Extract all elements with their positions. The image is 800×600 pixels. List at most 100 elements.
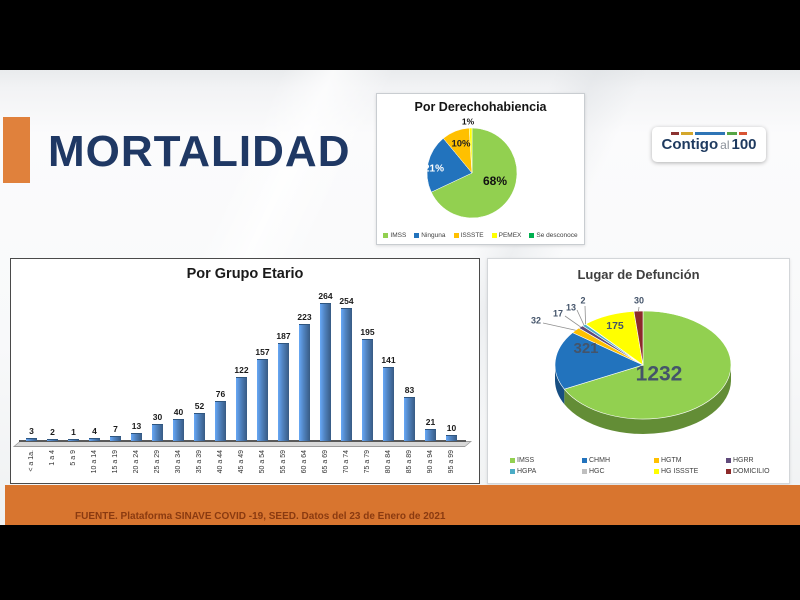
bar-cell: 13 (126, 303, 147, 441)
x-axis-label-text: 1 a 4 (49, 450, 56, 466)
chart-title-grupo-etario: Por Grupo Etario (186, 266, 304, 282)
bar-value-label: 21 (425, 417, 436, 427)
legend-item-pemex: PEMEX (491, 232, 521, 239)
x-axis-label-text: 50 a 54 (259, 450, 266, 474)
bar-value-label: 52 (194, 401, 205, 411)
bar-value-label: 7 (113, 424, 118, 434)
panel-derechohabiencia: Por Derechohabiencia 68% 21% 10% 1% IMSS Nin… (376, 93, 585, 245)
legend-label: HGC (589, 468, 605, 475)
pie-3d-side (564, 365, 731, 435)
bar-value-label: 264 (318, 291, 333, 301)
x-axis-label: 70 a 74 (336, 450, 357, 484)
bar (215, 401, 226, 441)
bar-value-label: 40 (173, 407, 184, 417)
x-axis-label: 60 a 64 (294, 450, 315, 484)
logo-dash (695, 132, 725, 135)
bar-cell: 195 (357, 303, 378, 441)
pie-data-label: 321 (573, 340, 598, 357)
pie-slice-PEMEX (468, 127, 473, 174)
slide: MORTALIDAD Contigo al 100 Por Derechohabie… (0, 70, 800, 525)
bar (257, 359, 268, 441)
x-axis-label: 25 a 29 (147, 450, 168, 484)
x-axis-label-text: 30 a 34 (175, 450, 182, 474)
pie-label-leader-line (542, 322, 576, 331)
pie-data-label: 1232 (636, 363, 683, 386)
bar-value-label: 141 (381, 355, 396, 365)
legend-swatch-icon (654, 458, 659, 463)
logo-dashes-decoration (652, 132, 766, 135)
x-axis-label-text: 80 a 84 (385, 450, 392, 474)
bar-cell: 157 (252, 303, 273, 441)
bar (26, 438, 37, 441)
x-axis-label-text: < a 1a. (28, 450, 35, 472)
bar (425, 429, 436, 441)
pie-3d-side (555, 365, 565, 405)
x-axis-label: 35 a 39 (189, 450, 210, 484)
pie-data-label: 32 (531, 315, 541, 325)
bar-chart-x-labels: < a 1a. 1 a 4 5 a 9 10 a 14 15 a 19 20 a 24 25… (21, 450, 462, 484)
bar-cell: 40 (168, 303, 189, 441)
legend-item-imss: IMSS (510, 457, 582, 464)
x-axis-label-text: 85 a 89 (406, 450, 413, 474)
legend-label: Se desconoce (536, 232, 578, 239)
bar-value-label: 4 (92, 426, 97, 436)
bar-value-label: 3 (29, 426, 34, 436)
x-axis-label-text: 65 a 69 (322, 450, 329, 474)
bar-chart-plot-area: 3 2 1 4 7 13 30 40 52 76 122 157 187 223 264 254 195 141 8… (21, 291, 462, 441)
legend-item-domicilio: DOMICILIO (726, 468, 788, 475)
logo-dash (671, 132, 679, 135)
x-axis-label: 50 a 54 (252, 450, 273, 484)
page-title: MORTALIDAD (48, 127, 351, 176)
bar (194, 413, 205, 441)
x-axis-label: 30 a 34 (168, 450, 189, 484)
x-axis-label: 80 a 84 (378, 450, 399, 484)
bar-cell: 7 (105, 303, 126, 441)
bar (404, 397, 415, 441)
bar-value-label: 30 (152, 412, 163, 422)
x-axis-label: 1 a 4 (42, 450, 63, 484)
x-axis-label: 20 a 24 (126, 450, 147, 484)
pie-data-label: 175 (606, 320, 624, 332)
bar-cell: 21 (420, 303, 441, 441)
logo-word-al: al (720, 138, 730, 152)
x-axis-label-text: 60 a 64 (301, 450, 308, 474)
bar-cell: 187 (273, 303, 294, 441)
bar-cell: 10 (441, 303, 462, 441)
bar-value-label: 254 (339, 296, 354, 306)
x-axis-label: 10 a 14 (84, 450, 105, 484)
bar-value-label: 223 (297, 312, 312, 322)
bar (89, 438, 100, 441)
legend-item-chmh: CHMH (582, 457, 654, 464)
bar-value-label: 2 (50, 427, 55, 437)
logo-dash (739, 132, 747, 135)
legend-label: IMSS (390, 232, 407, 239)
legend-label: DOMICILIO (733, 468, 770, 475)
pie-data-label: 13 (566, 302, 576, 312)
pie-slice-IMSS (563, 310, 732, 420)
legend-item-hg-issste: HG ISSSTE (654, 468, 726, 475)
bar (341, 308, 352, 441)
panel-grupo-etario: Por Grupo Etario 3 2 1 4 7 13 30 40 52 76 122 157 18… (10, 258, 480, 484)
bar (236, 377, 247, 441)
legend-label: IMSS (517, 457, 535, 464)
x-axis-label: 95 a 99 (441, 450, 462, 484)
title-accent-bar (3, 117, 30, 183)
bar-cell: 30 (147, 303, 168, 441)
legend-item-hgtm: HGTM (654, 457, 726, 464)
legend-swatch-icon (582, 469, 587, 474)
x-axis-label: < a 1a. (21, 450, 42, 484)
pie-slice-Ninguna (426, 137, 473, 193)
legend-label: HGTM (661, 457, 682, 464)
bar (131, 433, 142, 441)
x-axis-label-text: 5 a 9 (70, 450, 77, 466)
legend-item-hgpa: HGPA (510, 468, 582, 475)
bar (320, 303, 331, 441)
x-axis-label: 15 a 19 (105, 450, 126, 484)
x-axis-label: 55 a 59 (273, 450, 294, 484)
bar-value-label: 195 (360, 327, 375, 337)
pie-slice-CHMH (554, 332, 644, 390)
legend-derechohabiencia: IMSS Ninguna ISSSTE PEMEX Se desconoce (377, 232, 584, 239)
pie-data-label: 17 (553, 308, 563, 318)
